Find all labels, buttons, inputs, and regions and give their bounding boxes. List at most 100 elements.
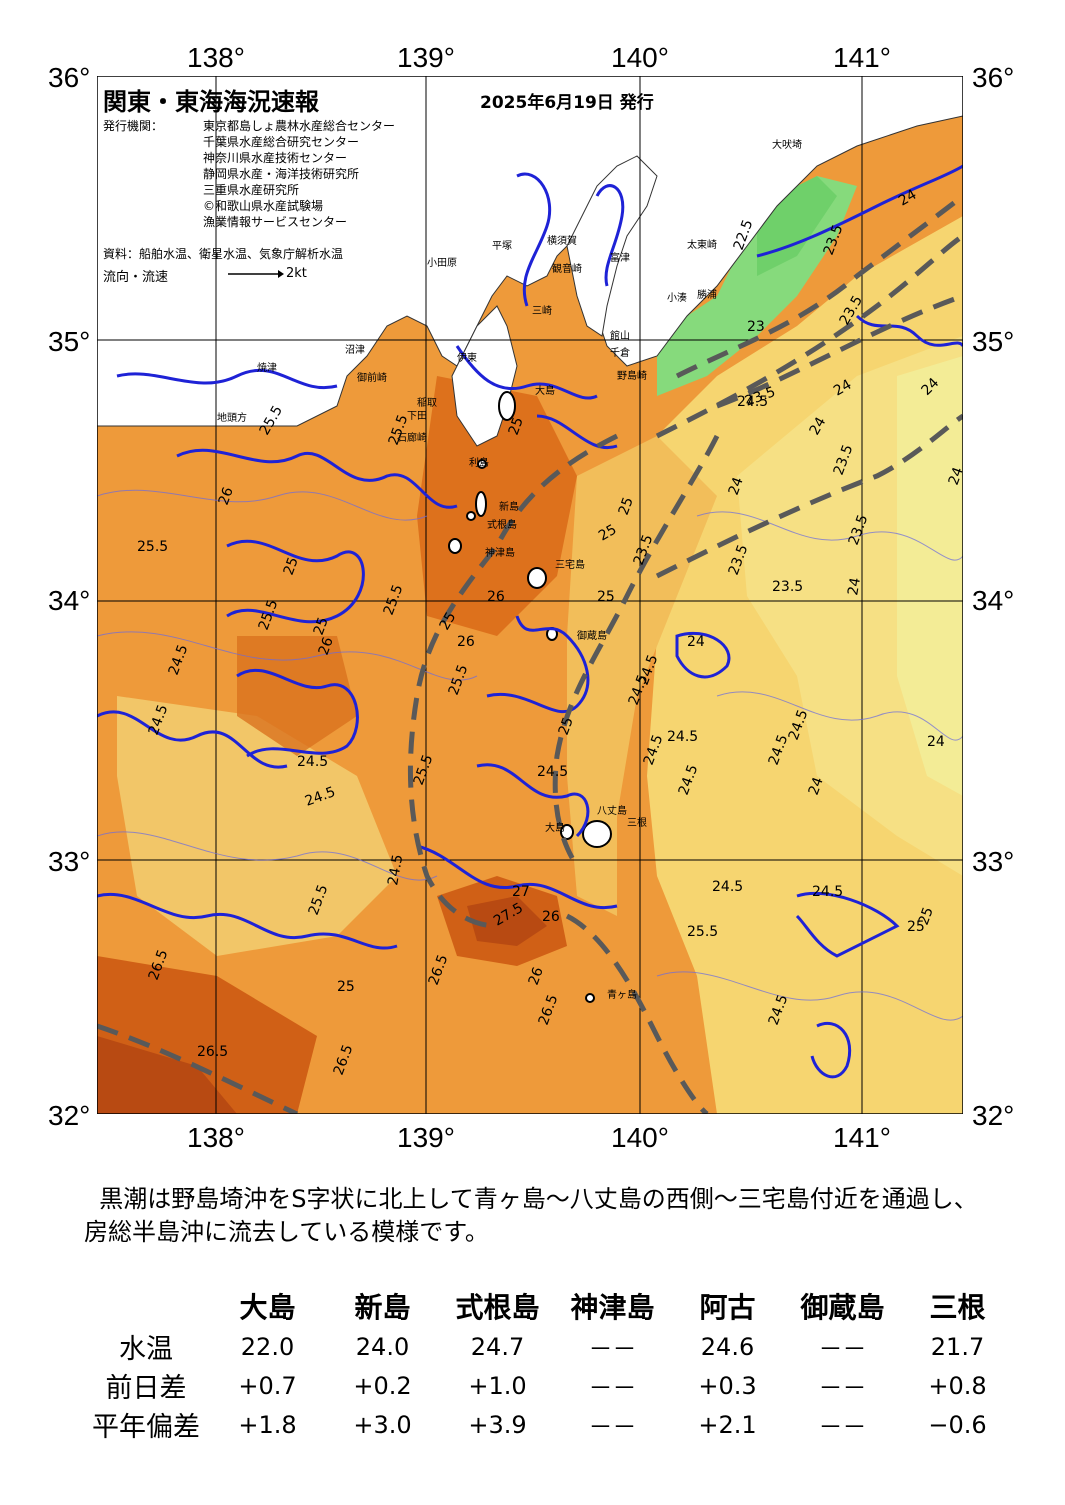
table-cell: +0.3 <box>698 1371 757 1400</box>
contour-label: 25.5 <box>137 539 168 555</box>
contour-label: 24.5 <box>737 394 768 410</box>
kuroshio-axis-north <box>675 194 963 409</box>
row-label: 前日差 <box>105 1373 187 1404</box>
table-cell: +0.8 <box>928 1371 987 1400</box>
table-cell: 22.0 <box>240 1332 295 1361</box>
island-toshima <box>477 459 487 469</box>
issue-date: 2025年6月19日 発行 <box>480 93 654 113</box>
contour-label: 24 <box>946 465 963 487</box>
place-name: 御蔵島 <box>577 629 607 642</box>
table-cell: －－ <box>818 1413 867 1441</box>
table-cell: +2.1 <box>698 1410 757 1439</box>
place-name: 千倉 <box>610 346 630 359</box>
contour-label: 25 <box>556 715 577 737</box>
table-cell: －－ <box>818 1374 867 1402</box>
lon-label-140-bottom: 140° <box>611 1122 669 1153</box>
station-header: 阿古 <box>699 1291 756 1324</box>
lon-label-141-bottom: 141° <box>833 1122 891 1153</box>
island-hachijokojima <box>560 824 574 840</box>
issuers-label: 発行機関： <box>103 119 164 133</box>
contour-label: 25 <box>597 589 615 605</box>
observation-table: 大島 新島 式根島 神津島 阿古 御蔵島 三根 水温 22.0 24.0 24.… <box>82 1285 1015 1444</box>
flow-legend-scale: 2kt <box>286 266 307 281</box>
contour-label: 24 <box>807 414 830 438</box>
table-cell: 24.7 <box>470 1332 525 1361</box>
place-name: 平塚 <box>492 240 512 252</box>
place-name: 小湊 <box>667 291 687 304</box>
contour-label: 24.5 <box>812 884 843 900</box>
contour-label: 24.5 <box>385 853 406 886</box>
lon-label-139-bottom: 139° <box>397 1122 455 1153</box>
sea-hot-west <box>237 636 357 756</box>
station-header: 大島 <box>239 1291 296 1324</box>
lat-label-35-left: 35° <box>48 326 91 357</box>
issuers-list: 東京都島しょ農林水産総合センター 千葉県水産総合研究センター 神奈川県水産技術セ… <box>203 118 395 230</box>
sea-hottest-center <box>467 896 547 946</box>
contour-label: 24.5 <box>297 754 328 770</box>
row-label: 水温 <box>119 1334 173 1365</box>
contour-label: 25 <box>311 615 332 637</box>
place-name: 館山 <box>610 329 630 342</box>
sea-temperature-map: 22.52323.52424.523.523.523.523.523.523.5… <box>97 76 963 1114</box>
island-aogashima <box>585 993 595 1003</box>
table-cell: +3.0 <box>353 1410 412 1439</box>
place-name: 八丈島 <box>597 804 627 817</box>
table-cell: +0.2 <box>353 1371 412 1400</box>
place-name: 大島 <box>535 384 555 397</box>
place-name: 地頭方 <box>217 411 247 424</box>
place-name: 御前崎 <box>357 371 387 384</box>
contour-label: 26 <box>316 635 337 657</box>
table-cell: －－ <box>588 1335 637 1363</box>
place-name: 勝浦 <box>697 288 717 301</box>
table-cell: －－ <box>818 1335 867 1363</box>
place-name: 太東崎 <box>687 238 717 251</box>
kuroshio-axis <box>97 233 963 1114</box>
land-honshu <box>97 76 963 427</box>
contour-label: 25 <box>596 522 619 545</box>
lon-label-141-top: 141° <box>833 42 891 73</box>
lat-label-36-right: 36° <box>972 62 1015 93</box>
table-cell: 21.7 <box>930 1332 985 1361</box>
issuer-item: 三重県水産研究所 <box>203 183 300 197</box>
contour-label: 24 <box>806 775 827 797</box>
place-name: 富津 <box>610 251 630 264</box>
lon-label-138-top: 138° <box>187 42 245 73</box>
contour-label: 26 <box>216 485 237 507</box>
contour-label: 24 <box>726 475 747 497</box>
lon-label-138-bottom: 138° <box>187 1122 245 1153</box>
lon-label-140-top: 140° <box>611 42 669 73</box>
isotherms-one-degree <box>97 164 963 1079</box>
summary-text: 黒潮は野島埼沖をS字状に北上して青ヶ島～八丈島の西側～三宅島付近を通過し、房総半… <box>84 1183 984 1249</box>
table-cell: +1.0 <box>468 1371 527 1400</box>
place-name: 大島 <box>545 821 565 834</box>
station-header: 御蔵島 <box>800 1291 885 1324</box>
table-cell: −0.6 <box>928 1410 987 1439</box>
place-name: 観音崎 <box>552 262 582 275</box>
island-hachijojima <box>582 820 612 848</box>
place-name: 下田 <box>407 411 427 422</box>
isotherms-half-degree <box>97 489 963 1021</box>
place-name: 三崎 <box>532 304 552 317</box>
contour-label: 24 <box>845 576 864 596</box>
table-cell: +1.8 <box>238 1410 297 1439</box>
contour-label: 24 <box>927 734 945 750</box>
place-name: 横須賀 <box>547 234 577 247</box>
contour-label: 25 <box>337 979 355 995</box>
lat-label-32-right: 32° <box>972 1100 1015 1131</box>
contour-label: 25.5 <box>687 924 718 940</box>
issuer-item: 静岡県水産・海洋技術研究所 <box>203 167 360 181</box>
lat-label-33-left: 33° <box>48 846 91 877</box>
contour-label: 25 <box>616 495 637 517</box>
lon-label-139-top: 139° <box>397 42 455 73</box>
sea-coolest-east <box>897 356 963 796</box>
contour-label: 24 <box>831 377 855 400</box>
place-name: 小田原 <box>427 257 457 269</box>
station-header: 三根 <box>929 1291 986 1324</box>
summary-body: 黒潮は野島埼沖をS字状に北上して青ヶ島～八丈島の西側～三宅島付近を通過し、房総半… <box>84 1185 978 1246</box>
table-cell: 24.6 <box>700 1332 755 1361</box>
land-boso-peninsula <box>566 155 658 337</box>
table-cell: +0.7 <box>238 1371 297 1400</box>
table-row: 水温 22.0 24.0 24.7 －－ 24.6 －－ 21.7 <box>82 1327 1015 1366</box>
contour-label: 25 <box>506 415 527 437</box>
island-kozushima <box>448 538 462 554</box>
